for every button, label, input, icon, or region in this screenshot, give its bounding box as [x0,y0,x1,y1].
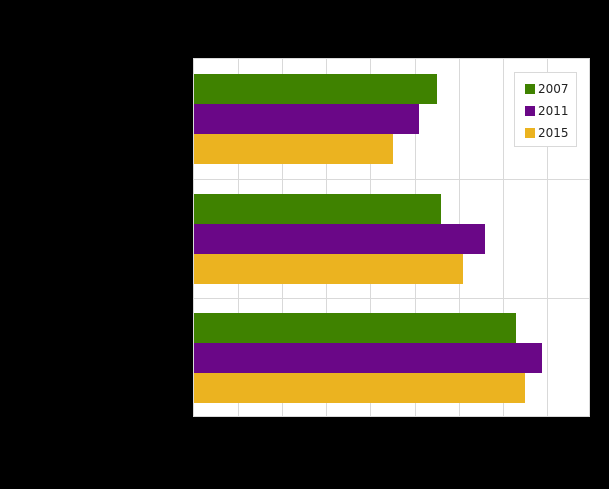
legend-swatch-icon [525,128,535,138]
bar-2007-cat0 [194,73,437,104]
bar-2015-cat0 [194,133,393,164]
bar-2007-cat1 [194,193,442,224]
bar-2011-cat0 [194,103,419,134]
bar-2007-cat2 [194,313,516,344]
legend-item-2011: 2011 [525,100,576,122]
legend-item-2007: 2007 [525,78,576,100]
legend-label: 2011 [538,104,569,118]
legend-swatch-icon [525,84,535,94]
legend: 2007 2011 2015 [514,72,577,147]
category-divider [194,178,589,180]
bar-2011-cat2 [194,343,543,374]
legend-label: 2015 [538,126,569,140]
legend-label: 2007 [538,82,569,96]
x-gridline [502,59,504,416]
x-gridline [546,59,548,416]
bar-2015-cat2 [194,373,525,404]
legend-swatch-icon [525,106,535,116]
bar-2011-cat1 [194,223,486,254]
bar-2015-cat1 [194,253,464,284]
category-divider [194,298,589,300]
legend-item-2015: 2015 [525,122,576,144]
